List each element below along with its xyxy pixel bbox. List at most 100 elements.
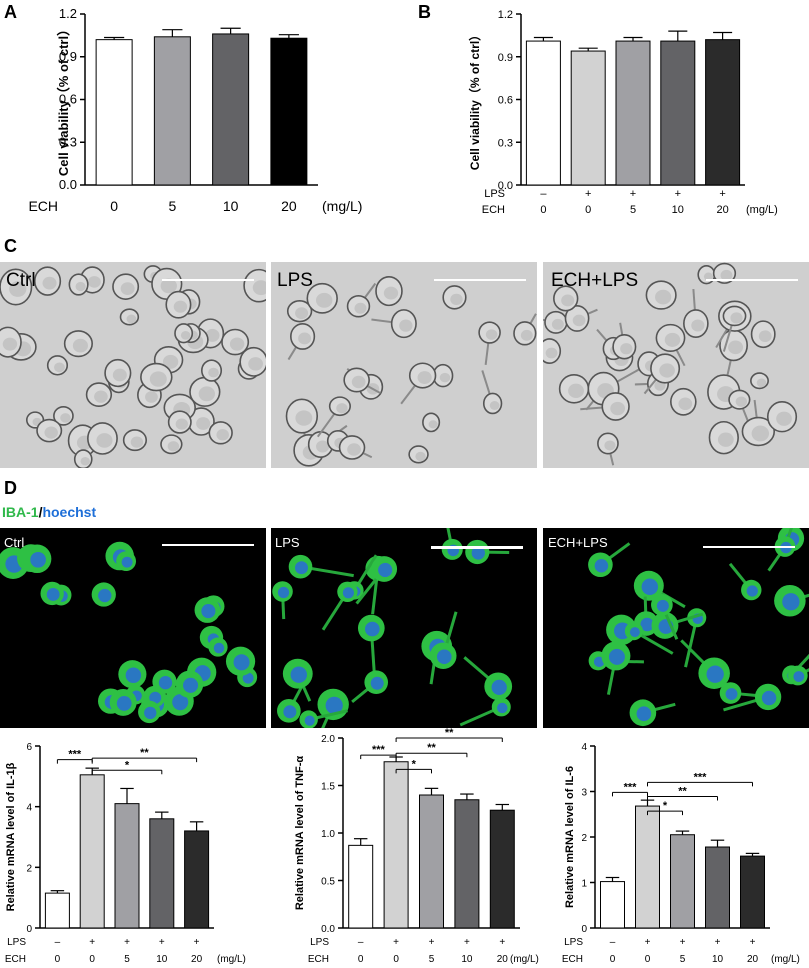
cell-layer: [543, 262, 798, 466]
bar: [270, 37, 308, 186]
cell-interior: [54, 362, 65, 373]
fluorescence-image-ech-lps: [543, 528, 809, 728]
nucleus: [325, 696, 343, 715]
nucleus: [793, 671, 805, 682]
nucleus: [782, 593, 800, 611]
y-tick-label: 4: [581, 742, 587, 753]
unit-label: (mg/L): [322, 198, 362, 214]
bar: [114, 803, 140, 929]
cell-interior: [776, 411, 792, 426]
category-label: +: [499, 937, 505, 948]
unit-label: (mg/L): [746, 204, 778, 216]
nucleus: [201, 604, 216, 619]
y-tick-label: 1.5: [321, 782, 335, 793]
y-tick-label: 0.0: [498, 180, 513, 192]
significance-label: *: [125, 759, 130, 771]
unit-label: (mg/L): [771, 954, 800, 965]
nucleus: [725, 688, 738, 701]
significance-label: *: [663, 800, 668, 812]
category-row-label: ECH: [482, 204, 505, 216]
y-tick-label: 3: [581, 788, 587, 799]
category-label: –: [55, 937, 61, 948]
cell-interior: [298, 332, 312, 345]
cell-interior: [2, 337, 18, 351]
category-row-label: LPS: [484, 188, 505, 200]
bar: [184, 830, 210, 929]
cell-interior: [561, 294, 575, 307]
cell-interior: [316, 440, 330, 453]
nucleus: [213, 642, 225, 654]
significance-label: **: [678, 786, 687, 798]
cell-interior: [120, 282, 135, 295]
category-label: +: [585, 188, 591, 200]
cell-interior: [417, 371, 432, 384]
category-label: +: [89, 937, 95, 948]
nucleus: [471, 546, 485, 560]
cell-interior: [196, 417, 211, 430]
y-tick-label: 2.0: [321, 734, 335, 745]
bar: [570, 50, 606, 186]
category-row-label: ECH: [28, 198, 58, 214]
bar: [79, 774, 105, 929]
fluorescence-label-ctrl: Ctrl: [4, 535, 25, 550]
category-label: 20: [281, 198, 297, 214]
category-label: 10: [223, 198, 239, 214]
y-tick-label: 2: [581, 833, 587, 844]
y-tick-label: 1.0: [321, 829, 335, 840]
bar: [383, 761, 409, 929]
bar: [705, 39, 741, 186]
nucleus: [121, 556, 133, 568]
cell-interior: [572, 314, 586, 327]
cell-interior: [347, 443, 361, 456]
cell-interior: [162, 354, 179, 369]
cell-interior: [620, 343, 633, 355]
chart-g-il6: 0 1 2 3 4 Relative mRNA level of IL-6 LPS – + + + +…: [562, 742, 800, 965]
bar: [95, 39, 133, 186]
y-axis-label: Cell viability（% of ctrl）: [467, 29, 482, 170]
panel-letter-b: B: [418, 2, 431, 22]
significance-label: **: [445, 727, 454, 739]
nucleus: [295, 561, 308, 575]
cell-interior: [248, 357, 263, 371]
scale-bar: [706, 279, 798, 281]
cell-layer: [588, 528, 809, 727]
category-label: +: [675, 188, 681, 200]
nucleus: [636, 706, 652, 722]
nucleus: [761, 690, 777, 706]
category-label: 0: [610, 954, 616, 965]
cell-interior: [415, 451, 426, 462]
cell-interior: [720, 269, 733, 281]
nucleus: [125, 667, 142, 683]
nucleus: [183, 677, 199, 693]
y-tick-label: 1: [581, 879, 587, 890]
nucleus: [283, 705, 297, 719]
significance-label: **: [427, 742, 436, 754]
y-axis-label: Cell viability（% of ctrl）: [56, 23, 71, 176]
significance-label: *: [412, 758, 417, 770]
nucleus: [172, 694, 189, 711]
y-tick-label: 2: [26, 863, 32, 874]
bright-field-label-ech-lps: ECH+LPS: [551, 270, 639, 291]
cell-interior: [691, 319, 705, 332]
category-label: +: [719, 188, 725, 200]
category-label: +: [680, 937, 686, 948]
category-row-label: ECH: [562, 954, 583, 965]
category-label: +: [429, 937, 435, 948]
nucleus: [290, 666, 307, 683]
category-label: 0: [55, 954, 61, 965]
unit-label: (mg/L): [217, 954, 246, 965]
stain-legend: IBA-1/hoechst: [2, 504, 96, 520]
nucleus: [116, 696, 132, 711]
cell-interior: [728, 340, 744, 355]
y-tick-label: 0.6: [59, 92, 77, 107]
nucleus: [30, 551, 46, 568]
cell-interior: [717, 432, 734, 447]
bar: [525, 40, 561, 186]
cell-interior: [354, 302, 367, 314]
cell-layer: [0, 541, 258, 724]
y-axis-label: Relative mRNA level of IL-1β: [5, 762, 17, 911]
cell-interior: [126, 314, 137, 324]
cell-interior: [664, 332, 681, 347]
category-label: +: [750, 937, 756, 948]
fluorescence-label-ech-lps: ECH+LPS: [548, 535, 608, 550]
